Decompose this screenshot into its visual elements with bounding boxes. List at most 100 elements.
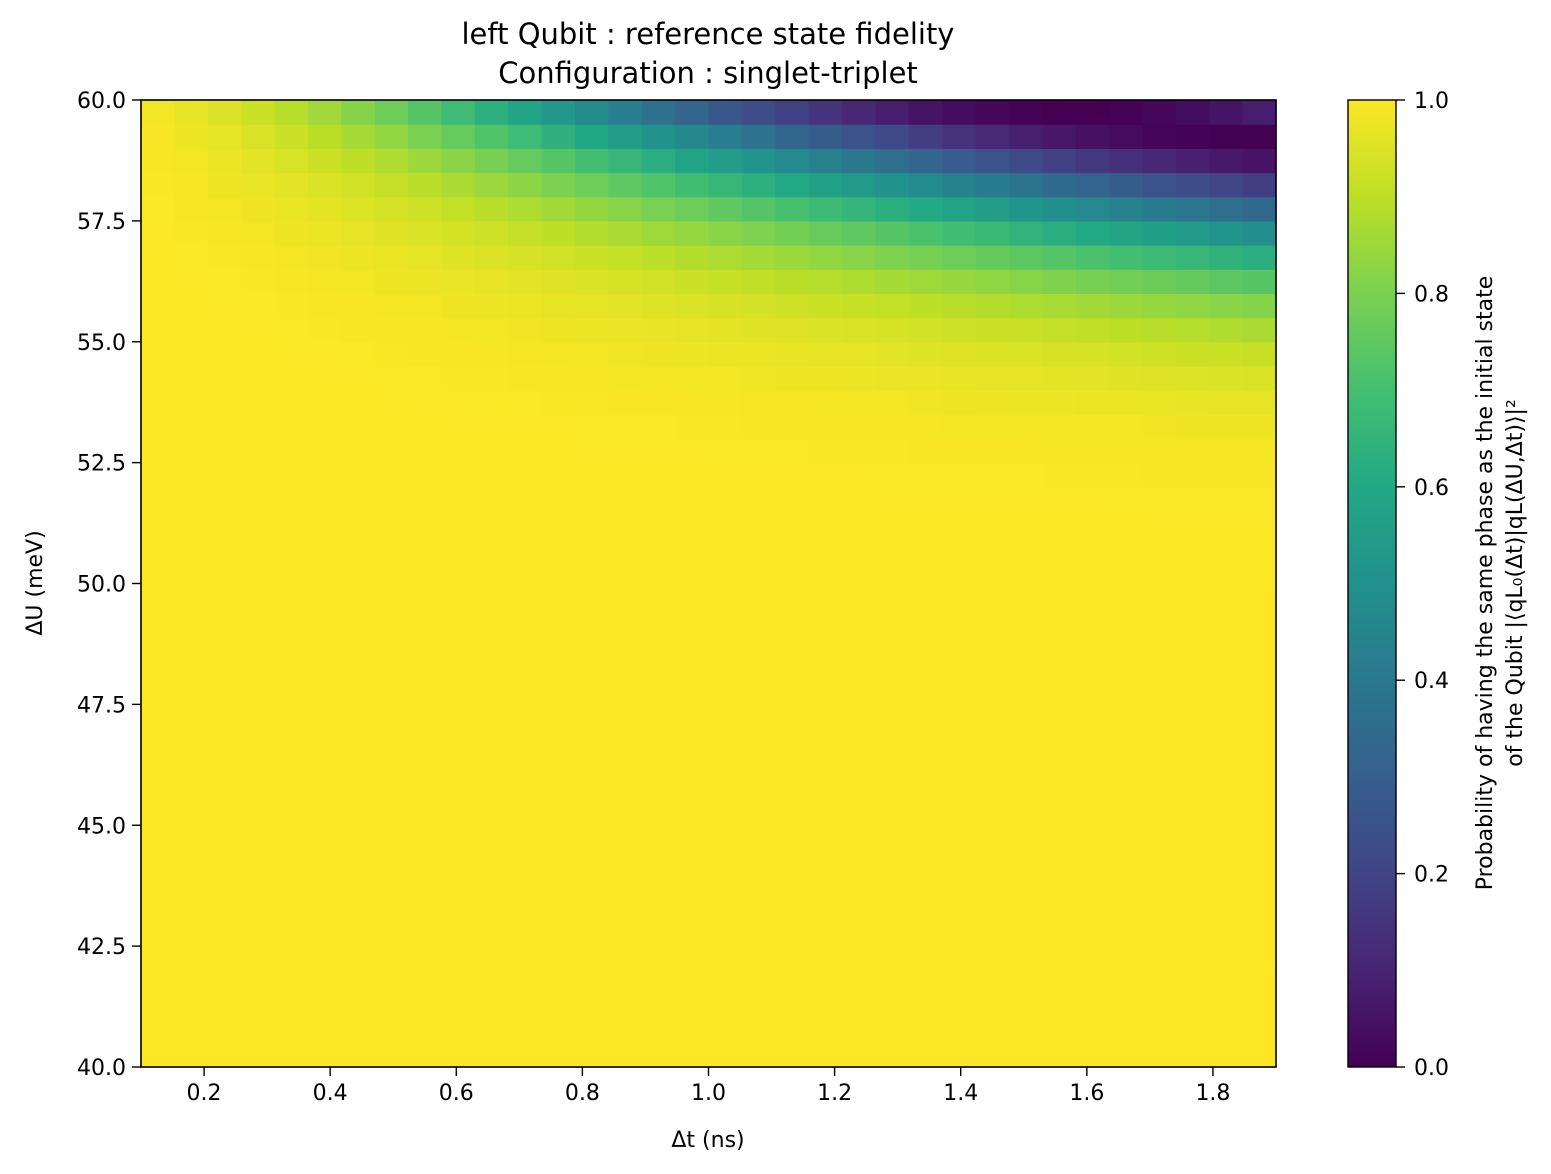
heatmap-cell bbox=[1075, 293, 1110, 319]
heatmap-cell bbox=[374, 680, 409, 705]
heatmap-cell bbox=[508, 704, 543, 730]
heatmap-cell bbox=[307, 873, 342, 899]
heatmap-cell bbox=[541, 148, 576, 174]
heatmap-cell bbox=[608, 559, 643, 585]
heatmap-cell bbox=[908, 970, 943, 996]
heatmap-cell bbox=[908, 776, 943, 802]
heatmap-cell bbox=[341, 994, 376, 1020]
heatmap-cell bbox=[942, 946, 977, 971]
heatmap-cell bbox=[741, 486, 776, 512]
heatmap-cell bbox=[675, 486, 710, 512]
heatmap-cell bbox=[574, 365, 609, 391]
heatmap-cell bbox=[975, 994, 1010, 1020]
heatmap-cell bbox=[908, 873, 943, 899]
heatmap-cell bbox=[274, 994, 309, 1020]
heatmap-cell bbox=[775, 946, 810, 971]
heatmap-cell bbox=[474, 148, 509, 174]
heatmap-cell bbox=[908, 317, 943, 343]
heatmap-cell bbox=[541, 510, 576, 536]
heatmap-cell bbox=[374, 535, 409, 560]
heatmap-cell bbox=[307, 776, 342, 802]
heatmap-cell bbox=[1175, 873, 1210, 899]
heatmap-cell bbox=[1142, 317, 1177, 343]
heatmap-cell bbox=[441, 631, 476, 657]
heatmap-cell bbox=[474, 946, 509, 971]
heatmap-cell bbox=[1242, 269, 1277, 294]
heatmap-cell bbox=[641, 462, 676, 488]
heatmap-cell bbox=[775, 269, 810, 294]
heatmap-cell bbox=[374, 438, 409, 464]
heatmap-cell bbox=[608, 341, 643, 367]
heatmap-cell bbox=[207, 801, 242, 826]
heatmap-cell bbox=[307, 825, 342, 851]
heatmap-cell bbox=[207, 825, 242, 851]
heatmap-cell bbox=[741, 970, 776, 996]
heatmap-cell bbox=[842, 124, 877, 149]
heatmap-cell bbox=[1075, 970, 1110, 996]
heatmap-cell bbox=[641, 269, 676, 294]
heatmap-cell bbox=[241, 196, 276, 222]
heatmap-cell bbox=[808, 994, 843, 1020]
heatmap-cell bbox=[1175, 559, 1210, 585]
heatmap-cell bbox=[274, 510, 309, 536]
heatmap-cell bbox=[374, 293, 409, 319]
heatmap-cell bbox=[675, 873, 710, 899]
heatmap-cell bbox=[808, 825, 843, 851]
heatmap-cell bbox=[341, 486, 376, 512]
heatmap-cell bbox=[1008, 269, 1043, 294]
heatmap-cell bbox=[307, 100, 342, 125]
x-tick-label: 0.4 bbox=[313, 1081, 348, 1106]
heatmap-cell bbox=[574, 390, 609, 415]
heatmap-cell bbox=[1242, 293, 1277, 319]
heatmap-cell bbox=[942, 535, 977, 560]
heatmap-cell bbox=[875, 196, 910, 222]
heatmap-cell bbox=[508, 100, 543, 125]
heatmap-cell bbox=[942, 752, 977, 778]
heatmap-cell bbox=[174, 148, 209, 174]
heatmap-cell bbox=[574, 1018, 609, 1044]
heatmap-cell bbox=[842, 1018, 877, 1044]
heatmap-cell bbox=[1075, 752, 1110, 778]
heatmap-cell bbox=[1175, 486, 1210, 512]
heatmap-cell bbox=[1209, 317, 1244, 343]
heatmap-cell bbox=[1042, 100, 1077, 125]
heatmap-cell bbox=[141, 220, 175, 246]
heatmap-cell bbox=[741, 438, 776, 464]
heatmap-cell bbox=[741, 728, 776, 754]
heatmap-cell bbox=[942, 462, 977, 488]
heatmap-cell bbox=[1008, 994, 1043, 1020]
heatmap-cell bbox=[1075, 776, 1110, 802]
heatmap-cell bbox=[1175, 365, 1210, 391]
heatmap-cell bbox=[341, 269, 376, 294]
heatmap-cell bbox=[708, 220, 743, 246]
heatmap-cell bbox=[574, 245, 609, 270]
heatmap-cell bbox=[441, 414, 476, 440]
heatmap-cell bbox=[1075, 607, 1110, 633]
heatmap-cell bbox=[708, 1018, 743, 1044]
heatmap-cell bbox=[1242, 897, 1277, 923]
heatmap-cell bbox=[374, 462, 409, 488]
heatmap-cell bbox=[1075, 510, 1110, 536]
heatmap-cell bbox=[341, 148, 376, 174]
heatmap-cell bbox=[141, 535, 175, 560]
colorbar-tick-label: 0.2 bbox=[1414, 863, 1449, 888]
heatmap-cell bbox=[842, 825, 877, 851]
heatmap-cell bbox=[141, 559, 175, 585]
heatmap-cell bbox=[1109, 245, 1144, 270]
x-tick-label: 0.2 bbox=[187, 1081, 222, 1106]
heatmap-cell bbox=[374, 1042, 409, 1068]
heatmap-cell bbox=[174, 100, 209, 125]
heatmap-cell bbox=[842, 317, 877, 343]
heatmap-cell bbox=[474, 559, 509, 585]
heatmap-cell bbox=[508, 680, 543, 705]
heatmap-cell bbox=[808, 172, 843, 198]
heatmap-cell bbox=[1109, 559, 1144, 585]
heatmap-cell bbox=[808, 196, 843, 222]
heatmap-cell bbox=[1075, 583, 1110, 609]
heatmap-cell bbox=[975, 946, 1010, 971]
heatmap-cell bbox=[775, 849, 810, 875]
heatmap-cell bbox=[174, 220, 209, 246]
heatmap-cell bbox=[474, 1018, 509, 1044]
heatmap-cell bbox=[274, 172, 309, 198]
heatmap-cell bbox=[1175, 510, 1210, 536]
